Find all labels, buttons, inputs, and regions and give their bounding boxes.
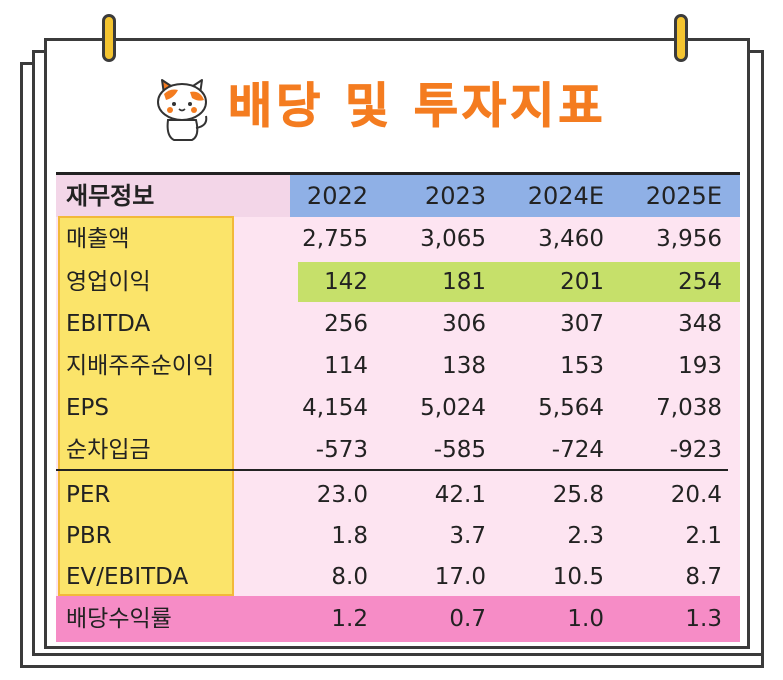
table-cell: 5,024 (420, 395, 486, 421)
table-cell: 193 (678, 353, 722, 379)
table-header-label: 재무정보 (66, 182, 155, 210)
table-cell: 17.0 (434, 564, 486, 590)
year-header: 2025E (645, 182, 722, 210)
table-cell: 7,038 (656, 395, 722, 421)
table-cell: 1.8 (331, 523, 368, 549)
table-cell: -923 (669, 437, 722, 463)
pin-icon (96, 14, 122, 76)
table-cell: 3.7 (449, 523, 486, 549)
table-cell: 114 (324, 353, 368, 379)
table-cell: 1.2 (331, 606, 368, 632)
financial-table: 재무정보 2022 2023 2024E 2025E 매출액 2,755 3,0… (56, 172, 740, 642)
table-cell: 42.1 (434, 482, 486, 508)
row-label-eps: EPS (66, 395, 110, 421)
table-cell: 8.0 (331, 564, 368, 590)
table-cell: 4,154 (302, 395, 368, 421)
table-cell: 5,564 (538, 395, 604, 421)
row-label-dividend-yield: 배당수익률 (66, 606, 172, 632)
table-cell: 254 (678, 269, 722, 295)
pin-icon (668, 14, 694, 76)
table-cell: 181 (442, 269, 486, 295)
row-label-ev-ebitda: EV/EBITDA (66, 564, 189, 590)
table-cell: 2.1 (685, 523, 722, 549)
year-header: 2024E (527, 182, 604, 210)
table-cell: 1.3 (685, 606, 722, 632)
table-cell: 2,755 (302, 226, 368, 252)
table-cell: 348 (678, 311, 722, 337)
table-cell: 153 (560, 353, 604, 379)
cat-mascot-icon (157, 79, 208, 141)
table-cell: 2.3 (567, 523, 604, 549)
table-cell: 3,065 (420, 226, 486, 252)
table-cell: 138 (442, 353, 486, 379)
table-cell: 3,460 (538, 226, 604, 252)
table-cell: 0.7 (449, 606, 486, 632)
table-cell: 25.8 (552, 482, 604, 508)
table-cell: -585 (433, 437, 486, 463)
year-header: 2022 (306, 182, 368, 210)
row-label-per: PER (66, 482, 111, 508)
row-label-net-debt: 순차입금 (66, 437, 151, 463)
table-cell: -724 (551, 437, 604, 463)
table-cell: 23.0 (316, 482, 368, 508)
table-cell: 10.5 (552, 564, 604, 590)
row-label-net-income: 지배주주순이익 (66, 353, 215, 379)
table-cell: 306 (442, 311, 486, 337)
table-cell: 3,956 (656, 226, 722, 252)
page-title: 배당 및 투자지표 (228, 78, 607, 135)
row-label-ebitda: EBITDA (66, 311, 151, 337)
table-cell: 201 (560, 269, 604, 295)
row-label-pbr: PBR (66, 523, 112, 549)
table-cell: 256 (324, 311, 368, 337)
table-cell: 20.4 (670, 482, 722, 508)
year-header: 2023 (424, 182, 486, 210)
table-cell: 307 (560, 311, 604, 337)
table-cell: -573 (315, 437, 368, 463)
table-cell: 1.0 (567, 606, 604, 632)
table-cell: 8.7 (685, 564, 722, 590)
row-label-operating-profit: 영업이익 (66, 269, 151, 295)
table-cell: 142 (324, 269, 368, 295)
row-label-revenue: 매출액 (66, 226, 130, 252)
